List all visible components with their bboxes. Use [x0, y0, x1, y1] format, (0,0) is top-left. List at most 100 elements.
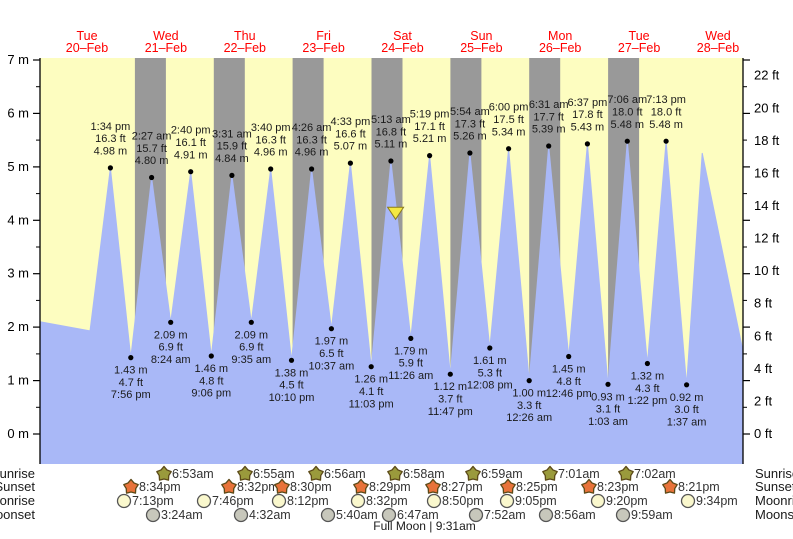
svg-text:16.8 ft: 16.8 ft	[376, 126, 407, 138]
svg-text:17.8 ft: 17.8 ft	[572, 109, 603, 121]
svg-text:3 m: 3 m	[7, 266, 29, 281]
svg-text:4.5 ft: 4.5 ft	[279, 380, 303, 392]
svg-text:14 ft: 14 ft	[754, 198, 780, 213]
svg-text:5.9 ft: 5.9 ft	[399, 358, 423, 370]
svg-text:17.7 ft: 17.7 ft	[533, 111, 564, 123]
svg-text:20 ft: 20 ft	[754, 100, 780, 115]
svg-text:17.5 ft: 17.5 ft	[493, 114, 524, 126]
svg-text:1.61 m: 1.61 m	[473, 355, 507, 367]
svg-text:8:25pm: 8:25pm	[516, 480, 558, 494]
svg-text:27–Feb: 27–Feb	[618, 41, 660, 55]
svg-text:4.98 m: 4.98 m	[94, 146, 128, 158]
svg-text:16 ft: 16 ft	[754, 165, 780, 180]
svg-text:1:03 am: 1:03 am	[588, 416, 628, 428]
svg-text:8:29pm: 8:29pm	[369, 480, 411, 494]
svg-text:1:22 pm: 1:22 pm	[628, 395, 668, 407]
svg-text:11:47 pm: 11:47 pm	[428, 406, 473, 418]
svg-text:6:37 pm: 6:37 pm	[568, 97, 608, 109]
svg-text:3.1 ft: 3.1 ft	[596, 404, 620, 416]
svg-text:6:55am: 6:55am	[253, 467, 295, 481]
svg-text:18.0 ft: 18.0 ft	[612, 107, 643, 119]
svg-text:22 ft: 22 ft	[754, 68, 780, 83]
svg-text:16.1 ft: 16.1 ft	[175, 137, 206, 149]
svg-text:5 m: 5 m	[7, 159, 29, 174]
svg-text:4:33 pm: 4:33 pm	[331, 116, 371, 128]
svg-text:5.39 m: 5.39 m	[532, 124, 566, 136]
svg-text:8:32pm: 8:32pm	[237, 480, 279, 494]
svg-text:8:12pm: 8:12pm	[287, 494, 329, 508]
svg-text:9:05pm: 9:05pm	[515, 494, 557, 508]
svg-text:1.38 m: 1.38 m	[275, 367, 309, 379]
svg-text:8:21pm: 8:21pm	[678, 480, 720, 494]
svg-text:4:26 am: 4:26 am	[292, 122, 332, 134]
svg-text:Moonset: Moonset	[755, 507, 793, 522]
svg-text:17.3 ft: 17.3 ft	[455, 118, 486, 130]
svg-text:8:50pm: 8:50pm	[442, 494, 484, 508]
svg-text:7:06 am: 7:06 am	[607, 94, 647, 106]
svg-text:5:40am: 5:40am	[336, 508, 378, 522]
svg-text:21–Feb: 21–Feb	[145, 41, 187, 55]
svg-text:7:13pm: 7:13pm	[132, 494, 174, 508]
svg-text:4.96 m: 4.96 m	[254, 147, 288, 159]
svg-text:5.34 m: 5.34 m	[492, 126, 526, 138]
svg-text:9:59am: 9:59am	[631, 508, 673, 522]
svg-text:Moonset: Moonset	[0, 507, 35, 522]
svg-text:1.45 m: 1.45 m	[552, 364, 586, 376]
svg-text:7:02am: 7:02am	[634, 467, 676, 481]
svg-text:23–Feb: 23–Feb	[302, 41, 344, 55]
svg-text:5.07 m: 5.07 m	[334, 141, 368, 153]
svg-text:7:56 pm: 7:56 pm	[111, 389, 151, 401]
svg-text:5:19 pm: 5:19 pm	[410, 109, 450, 121]
svg-text:1.79 m: 1.79 m	[394, 345, 428, 357]
svg-text:0.93 m: 0.93 m	[591, 391, 625, 403]
svg-text:Moonrise: Moonrise	[755, 493, 793, 508]
svg-text:5.48 m: 5.48 m	[610, 119, 644, 131]
svg-text:3.7 ft: 3.7 ft	[438, 394, 462, 406]
svg-text:7:46pm: 7:46pm	[212, 494, 254, 508]
svg-text:16.3 ft: 16.3 ft	[296, 134, 327, 146]
svg-text:1 m: 1 m	[7, 373, 29, 388]
svg-text:0 m: 0 m	[7, 426, 29, 441]
svg-text:6:58am: 6:58am	[403, 467, 445, 481]
svg-text:4 ft: 4 ft	[754, 361, 772, 376]
svg-text:24–Feb: 24–Feb	[381, 41, 423, 55]
svg-text:10:10 pm: 10:10 pm	[269, 392, 315, 404]
svg-text:4.8 ft: 4.8 ft	[199, 375, 223, 387]
svg-text:6:56am: 6:56am	[324, 467, 366, 481]
svg-text:4 m: 4 m	[7, 212, 29, 227]
svg-text:4:32am: 4:32am	[249, 508, 291, 522]
svg-text:4.91 m: 4.91 m	[174, 149, 208, 161]
svg-text:1.00 m: 1.00 m	[512, 388, 546, 400]
svg-text:5:54 am: 5:54 am	[450, 106, 490, 118]
svg-text:7 m: 7 m	[7, 52, 29, 67]
svg-text:10:37 am: 10:37 am	[308, 360, 354, 372]
svg-text:20–Feb: 20–Feb	[66, 41, 108, 55]
svg-text:5.3 ft: 5.3 ft	[478, 367, 502, 379]
svg-text:12:46 pm: 12:46 pm	[546, 388, 592, 400]
svg-text:25–Feb: 25–Feb	[460, 41, 502, 55]
svg-text:Moonrise: Moonrise	[0, 493, 35, 508]
svg-text:2 ft: 2 ft	[754, 393, 772, 408]
svg-text:6.5 ft: 6.5 ft	[319, 348, 343, 360]
svg-text:Full Moon | 9:31am: Full Moon | 9:31am	[373, 519, 476, 533]
svg-text:7:01am: 7:01am	[558, 467, 600, 481]
svg-text:0.92 m: 0.92 m	[670, 392, 704, 404]
svg-text:6.9 ft: 6.9 ft	[158, 342, 182, 354]
svg-text:12:26 am: 12:26 am	[506, 412, 552, 424]
svg-text:8:27pm: 8:27pm	[441, 480, 483, 494]
svg-text:1.32 m: 1.32 m	[631, 371, 665, 383]
svg-text:5.43 m: 5.43 m	[571, 122, 605, 134]
svg-text:1.26 m: 1.26 m	[354, 374, 388, 386]
svg-text:4.96 m: 4.96 m	[295, 147, 329, 159]
svg-text:4.8 ft: 4.8 ft	[556, 376, 580, 388]
svg-text:5.21 m: 5.21 m	[413, 133, 447, 145]
svg-text:8:34pm: 8:34pm	[139, 480, 181, 494]
svg-text:4.84 m: 4.84 m	[215, 153, 249, 165]
svg-text:16.3 ft: 16.3 ft	[95, 133, 126, 145]
svg-text:9:06 pm: 9:06 pm	[191, 388, 231, 400]
svg-text:1:37 am: 1:37 am	[667, 416, 707, 428]
svg-text:1:34 pm: 1:34 pm	[91, 121, 131, 133]
svg-text:28–Feb: 28–Feb	[697, 41, 739, 55]
svg-text:15.9 ft: 15.9 ft	[217, 141, 248, 153]
svg-text:1.43 m: 1.43 m	[114, 365, 148, 377]
